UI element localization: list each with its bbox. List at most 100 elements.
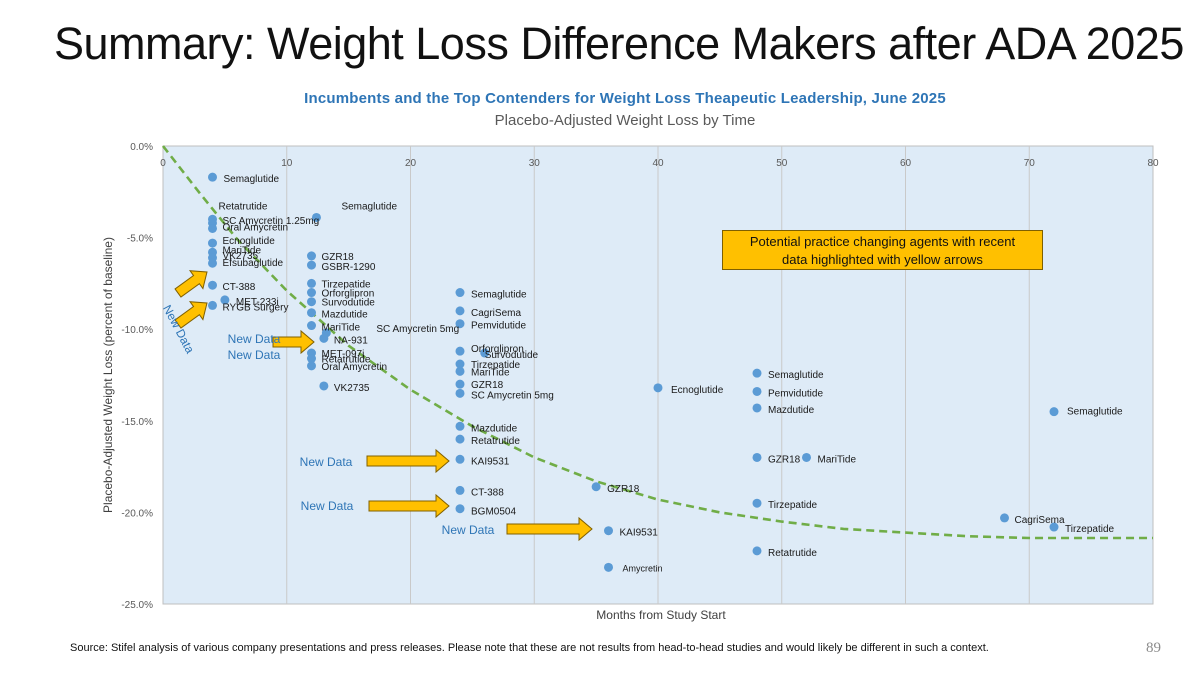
data-point-label: CT-388 <box>471 487 504 498</box>
data-point-label: Retatrutide <box>322 355 371 366</box>
data-point-label: SC Amycretin 1.25mg <box>223 216 320 227</box>
data-point-label: MariTide <box>818 454 857 465</box>
data-point <box>455 288 465 298</box>
data-point <box>455 485 465 495</box>
data-point-label: Orforglipron <box>322 289 375 300</box>
new-data-label: New Data <box>442 523 495 537</box>
new-data-label: New Data <box>301 499 354 513</box>
data-point-label: Orforglipron <box>471 344 524 355</box>
data-point-label: Amycretin <box>623 563 663 573</box>
data-point-label: Oral Amycretin <box>223 222 289 233</box>
data-point <box>455 504 465 514</box>
data-point-label: Efsubaglutide <box>223 258 284 269</box>
data-point <box>455 346 465 356</box>
x-tick-label: 30 <box>529 158 541 169</box>
data-point-label: CagriSema <box>471 308 521 319</box>
new-data-label: New Data <box>300 455 353 469</box>
data-point <box>208 172 217 182</box>
x-tick-label: 0 <box>160 158 166 169</box>
y-tick-label: -20.0% <box>121 508 153 519</box>
x-tick-label: 40 <box>652 158 664 169</box>
data-point-label: GZR18 <box>322 252 355 263</box>
data-point <box>307 354 316 364</box>
data-point <box>591 482 601 492</box>
highlight-arrow <box>506 516 593 542</box>
data-point-label: MariTide <box>223 245 262 256</box>
data-point-label: MariTide <box>471 367 510 378</box>
data-point <box>752 386 762 396</box>
data-point <box>319 381 329 391</box>
data-point-label: GZR18 <box>768 454 801 465</box>
data-point <box>653 383 663 393</box>
data-point-label: Pemvidutide <box>471 321 526 332</box>
x-tick-label: 70 <box>1024 158 1036 169</box>
data-point-label: Semaglutide <box>768 370 824 381</box>
x-tick-label: 60 <box>900 158 912 169</box>
x-tick-label: 20 <box>405 158 417 169</box>
highlight-arrow <box>366 448 450 474</box>
data-point-label: Survodutide <box>485 350 539 361</box>
y-tick-label: 0.0% <box>130 142 153 153</box>
data-point-label: GSBR-1290 <box>322 262 376 273</box>
source-note: Source: Stifel analysis of various compa… <box>70 642 989 654</box>
data-point-label: Mazdutide <box>471 423 518 434</box>
y-tick-label: -10.0% <box>121 325 153 336</box>
page-number: 89 <box>1146 640 1161 656</box>
data-point <box>307 308 316 318</box>
data-point-label: Ecnoglutide <box>671 385 724 396</box>
trendline <box>161 145 1153 540</box>
data-point <box>208 223 217 233</box>
data-point-label: CT-388 <box>223 282 256 293</box>
data-point-label: Retatrutide <box>471 436 520 447</box>
highlight-arrow <box>174 301 208 329</box>
data-point <box>455 319 465 329</box>
x-axis-title: Months from Study Start <box>596 608 726 622</box>
callout-box: Potential practice changing agents with … <box>722 230 1043 270</box>
new-data-label: New Data <box>228 348 281 362</box>
data-point-label: NA-931 <box>334 335 368 346</box>
data-point-label: MariTide <box>322 323 361 334</box>
data-point <box>455 434 465 444</box>
data-point <box>455 421 465 431</box>
data-point-label: GZR18 <box>607 484 640 495</box>
data-point <box>752 368 762 378</box>
data-point <box>455 366 465 376</box>
y-tick-label: -5.0% <box>127 234 153 245</box>
data-point-label: VK2735 <box>223 251 259 262</box>
data-point <box>455 379 465 389</box>
y-tick-label: -25.0% <box>121 600 153 611</box>
data-point-label: Pemvidutide <box>768 388 823 399</box>
data-point-label: Tirzepatide <box>471 360 521 371</box>
y-tick-label: -15.0% <box>121 417 153 428</box>
data-point-label: Ecnoglutide <box>223 236 276 247</box>
data-point <box>208 280 217 290</box>
data-point <box>455 454 465 464</box>
new-data-label: New Data <box>228 332 281 346</box>
data-point-label: Tirzepatide <box>1065 524 1115 535</box>
data-point-label: Mazdutide <box>322 310 369 321</box>
data-point <box>307 361 316 371</box>
data-point-label: Semaglutide <box>224 174 280 185</box>
data-point <box>307 297 316 307</box>
data-point-label: Tirzepatide <box>768 500 818 511</box>
data-point <box>311 212 321 222</box>
data-point <box>455 388 465 398</box>
data-point <box>455 359 465 369</box>
x-tick-label: 10 <box>281 158 293 169</box>
chart-subtitle: Placebo-Adjusted Weight Loss by Time <box>494 112 756 129</box>
data-point <box>752 546 762 556</box>
callout-line-2: data highlighted with yellow arrows <box>782 252 983 267</box>
data-point <box>752 403 762 413</box>
data-point-label: Retatrutide <box>219 201 268 212</box>
chart-title: Incumbents and the Top Contenders for We… <box>304 90 946 107</box>
callout-line-1: Potential practice changing agents with … <box>749 234 1016 249</box>
data-point-label: GZR18 <box>471 380 504 391</box>
data-point <box>604 526 613 536</box>
highlight-arrow <box>368 493 450 519</box>
data-point <box>307 321 316 331</box>
data-point-label: Semaglutide <box>1067 407 1123 418</box>
data-point-label: CagriSema <box>1015 515 1065 526</box>
highlight-arrow <box>174 270 208 298</box>
data-point <box>604 562 613 572</box>
